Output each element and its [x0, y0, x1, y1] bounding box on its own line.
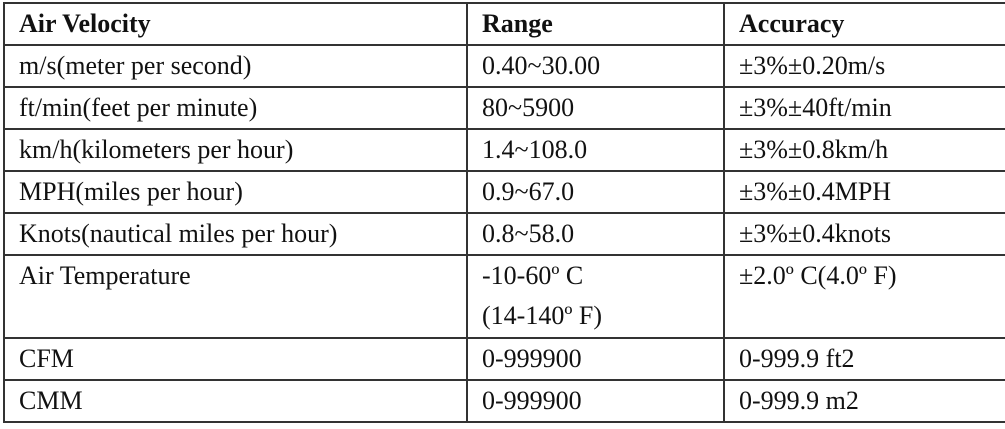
cell-accuracy: ±3%±0.4MPH — [723, 170, 1005, 214]
table-row: m/s(meter per second) 0.40~30.00 ±3%±0.2… — [3, 44, 1005, 88]
spec-table: Air Velocity Range Accuracy m/s(meter pe… — [3, 2, 1005, 423]
cell-unit: m/s(meter per second) — [3, 44, 468, 88]
cell-accuracy: ±3%±0.4knots — [723, 212, 1005, 256]
header-range: Range — [466, 2, 725, 46]
table-row: Knots(nautical miles per hour) 0.8~58.0 … — [3, 212, 1005, 256]
table-row: km/h(kilometers per hour) 1.4~108.0 ±3%±… — [3, 128, 1005, 172]
header-row: Air Velocity Range Accuracy — [3, 2, 1005, 46]
temp-range-fahrenheit: (14-140º F) — [482, 301, 602, 330]
table-row: Air Temperature -10-60º C (14-140º F) ±2… — [3, 254, 1005, 339]
cell-accuracy: ±2.0º C(4.0º F) — [723, 254, 1005, 339]
cell-unit: ft/min(feet per minute) — [3, 86, 468, 130]
cell-range: 1.4~108.0 — [466, 128, 725, 172]
cell-range: 0.9~67.0 — [466, 170, 725, 214]
temp-range-celsius: -10-60º C — [482, 261, 584, 290]
table-row: MPH(miles per hour) 0.9~67.0 ±3%±0.4MPH — [3, 170, 1005, 214]
cell-accuracy: ±3%±40ft/min — [723, 86, 1005, 130]
cell-accuracy: 0-999.9 ft2 — [723, 337, 1005, 381]
header-accuracy: Accuracy — [723, 2, 1005, 46]
cell-accuracy: 0-999.9 m2 — [723, 379, 1005, 423]
table-row: ft/min(feet per minute) 80~5900 ±3%±40ft… — [3, 86, 1005, 130]
cell-unit: CFM — [3, 337, 468, 381]
cell-unit: km/h(kilometers per hour) — [3, 128, 468, 172]
cell-unit: CMM — [3, 379, 468, 423]
cell-range: 80~5900 — [466, 86, 725, 130]
header-air-velocity: Air Velocity — [3, 2, 468, 46]
cell-unit: Air Temperature — [3, 254, 468, 339]
cell-range: 0.8~58.0 — [466, 212, 725, 256]
cell-range: -10-60º C (14-140º F) — [466, 254, 725, 339]
cell-range: 0-999900 — [466, 337, 725, 381]
cell-range: 0-999900 — [466, 379, 725, 423]
cell-unit: MPH(miles per hour) — [3, 170, 468, 214]
cell-accuracy: ±3%±0.8km/h — [723, 128, 1005, 172]
cell-range: 0.40~30.00 — [466, 44, 725, 88]
cell-accuracy: ±3%±0.20m/s — [723, 44, 1005, 88]
table-row: CMM 0-999900 0-999.9 m2 — [3, 379, 1005, 423]
cell-unit: Knots(nautical miles per hour) — [3, 212, 468, 256]
table-row: CFM 0-999900 0-999.9 ft2 — [3, 337, 1005, 381]
